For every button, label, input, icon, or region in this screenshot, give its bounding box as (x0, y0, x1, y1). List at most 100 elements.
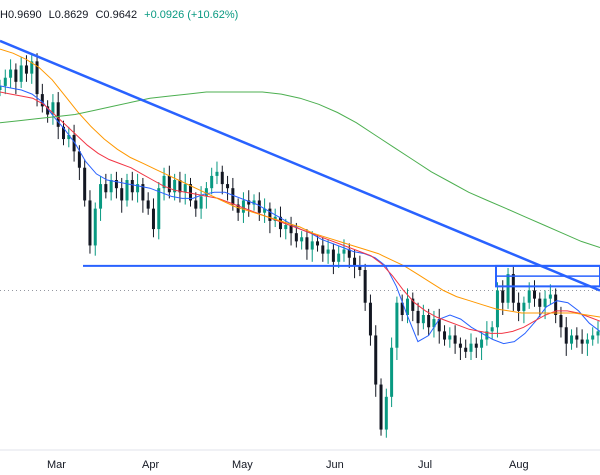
candle-body (305, 237, 309, 250)
candle-body (416, 310, 420, 324)
change-value: +0.0926 (+10.62%) (144, 9, 239, 21)
candle-body (368, 302, 372, 336)
candle-body (384, 396, 388, 430)
candle-body (411, 298, 415, 311)
candle-body (247, 200, 251, 205)
drawings-group (0, 39, 600, 292)
candle-body (464, 347, 468, 352)
candle-body (125, 180, 129, 201)
candle-body (437, 319, 441, 332)
moving-averages-group (0, 48, 600, 345)
candle-body (427, 315, 431, 328)
candle-body (173, 180, 177, 193)
candle-body (591, 335, 595, 340)
candle-body (527, 290, 531, 303)
candle-body (241, 200, 245, 213)
candle-body (506, 274, 510, 303)
candle-body (421, 315, 425, 324)
candle-body (77, 151, 81, 168)
candle-body (559, 315, 563, 328)
candle-body (284, 225, 288, 230)
candle-body (585, 339, 589, 344)
candle-body (3, 77, 7, 86)
candle-body (353, 257, 357, 266)
ma-long-line (0, 91, 600, 248)
candle-body (395, 302, 399, 348)
candle-body (88, 200, 92, 246)
candle-body (19, 65, 23, 82)
candle-body (109, 180, 113, 193)
candle-body (522, 302, 526, 311)
candle-body (300, 237, 304, 242)
ma-mid-line (0, 91, 600, 334)
candle-body (14, 69, 18, 82)
candle-body (448, 335, 452, 340)
candle-body (24, 65, 28, 74)
ma-slow-line (0, 48, 600, 318)
candle-body (294, 233, 298, 242)
candle-body (458, 343, 462, 348)
candle-body (432, 319, 436, 328)
candle-body (215, 171, 219, 176)
x-axis-labels: Mar Apr May Jun Jul Aug (47, 459, 529, 471)
candle-body (226, 184, 230, 189)
candle-body (321, 245, 325, 254)
candle-body (210, 175, 214, 189)
candle-body (130, 180, 134, 193)
candle-body (554, 294, 558, 315)
x-axis-label: May (232, 459, 253, 471)
candle-body (178, 180, 182, 193)
trendline (0, 39, 600, 292)
candle-body (257, 200, 261, 213)
candle-body (316, 241, 320, 246)
candle-body (167, 175, 171, 193)
candle-body (548, 294, 552, 299)
candle-body (469, 343, 473, 352)
candle-body (532, 290, 536, 299)
candle-body (480, 339, 484, 348)
candle-body (67, 135, 71, 140)
candle-body (337, 253, 341, 262)
candles-group (0, 53, 600, 438)
candle-body (453, 335, 457, 344)
close-value: C0.9642 (95, 9, 138, 21)
candle-body (511, 274, 515, 303)
x-axis-label: Jul (418, 459, 432, 471)
candle-body (199, 196, 203, 209)
candle-body (83, 167, 87, 201)
candle-body (99, 184, 103, 209)
candle-body (146, 200, 150, 209)
candle-body (580, 339, 584, 344)
candle-body (30, 61, 34, 74)
candle-body (331, 249, 335, 262)
candle-body (278, 216, 282, 230)
low-value: L0.8629 (48, 9, 89, 21)
candle-body (379, 384, 383, 430)
candle-body (289, 225, 293, 234)
candle-body (268, 208, 272, 221)
candle-body (56, 102, 60, 127)
candle-body (501, 290, 505, 303)
candle-body (46, 106, 50, 115)
high-value: H0.9690 (0, 9, 42, 21)
candle-body (347, 249, 351, 258)
candle-body (570, 335, 574, 344)
candle-body (72, 135, 76, 152)
candle-body (0, 85, 2, 90)
candle-body (575, 335, 579, 340)
candle-body (252, 200, 256, 205)
candle-body (363, 270, 367, 303)
x-axis-label: Apr (142, 459, 159, 471)
x-axis-label: Mar (47, 459, 66, 471)
candle-body (326, 249, 330, 254)
candle-body (189, 184, 193, 201)
candle-body (114, 180, 118, 189)
candle-body (485, 331, 489, 340)
candle-body (40, 94, 44, 107)
candle-body (162, 175, 166, 189)
candle-body (310, 241, 314, 250)
candle-body (390, 347, 394, 397)
candle-body (93, 208, 97, 246)
